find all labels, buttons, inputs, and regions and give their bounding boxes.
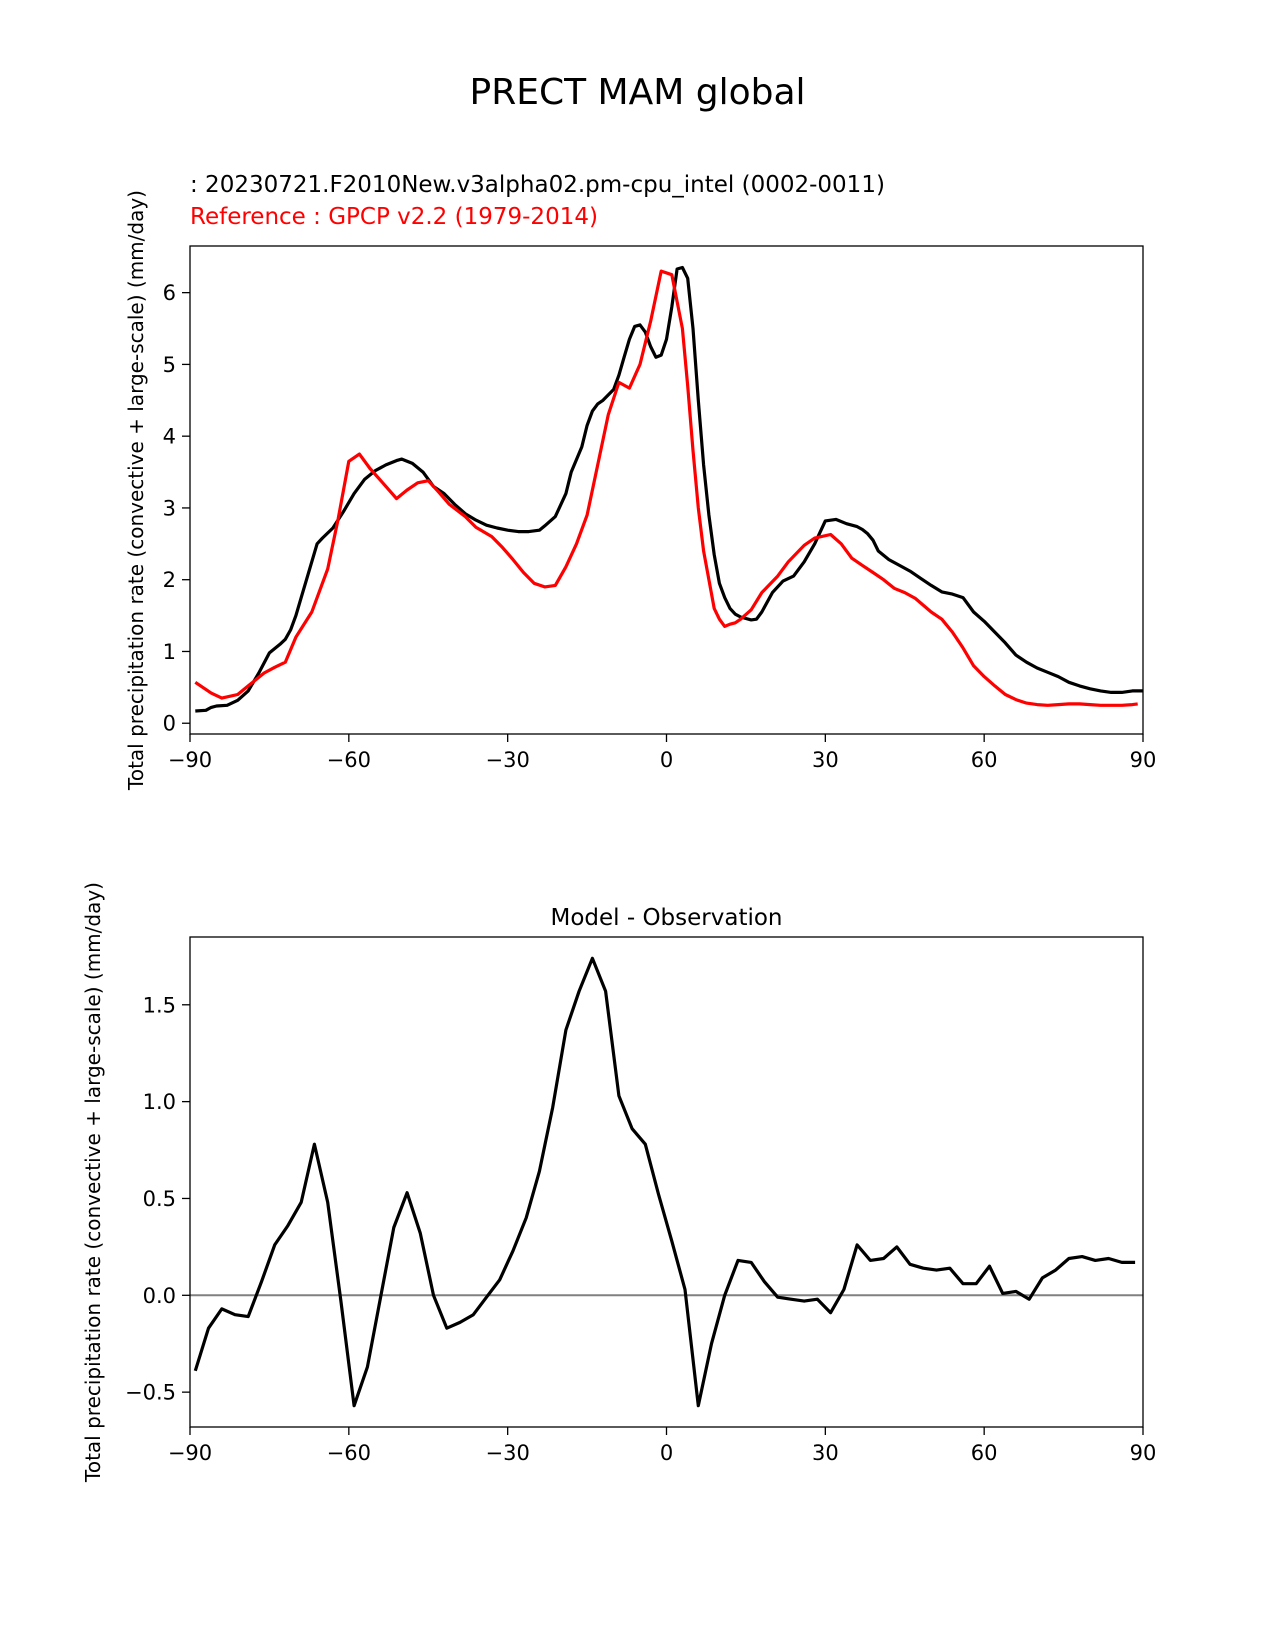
y-tick-label: 5 xyxy=(163,353,176,377)
test-case-label: : 20230721.F2010New.v3alpha02.pm-cpu_int… xyxy=(190,172,885,198)
reference-label: Reference : GPCP v2.2 (1979-2014) xyxy=(190,204,598,230)
x-tick-label: −60 xyxy=(327,748,371,772)
figure-title: PRECT MAM global xyxy=(469,72,806,113)
y-tick-label: 1.5 xyxy=(143,993,176,1017)
x-tick-label: 60 xyxy=(971,748,998,772)
x-tick-label: −90 xyxy=(168,1441,212,1465)
x-tick-label: 30 xyxy=(812,748,839,772)
y-tick-label: −0.5 xyxy=(125,1381,176,1405)
x-tick-label: 0 xyxy=(660,1441,673,1465)
x-tick-label: 0 xyxy=(660,748,673,772)
x-tick-label: 30 xyxy=(812,1441,839,1465)
y-tick-label: 3 xyxy=(163,496,176,520)
y-axis-label: Total precipitation rate (convective + l… xyxy=(124,190,148,791)
series-difference-line xyxy=(193,956,1136,1408)
x-tick-label: −90 xyxy=(168,748,212,772)
y-tick-label: 2 xyxy=(163,568,176,592)
plot-frame xyxy=(189,936,1144,1428)
y-tick-label: 4 xyxy=(163,425,176,449)
difference-panel: −90 −60 −30 0 30 60 90 −0.5 0.0 0.5 1.0 1.5 Total pr… xyxy=(81,882,1156,1483)
x-tick-label: 90 xyxy=(1130,1441,1157,1465)
y-tick-label: 6 xyxy=(163,281,176,305)
y-axis-label: Total precipitation rate (convective + l… xyxy=(81,882,105,1483)
y-tick-label: 1 xyxy=(163,640,176,664)
series-test-line xyxy=(195,265,1143,713)
x-tick-label: 60 xyxy=(971,1441,998,1465)
plot-frame xyxy=(189,245,1144,735)
y-tick-label: 0.5 xyxy=(143,1187,176,1211)
x-tick-label: −60 xyxy=(327,1441,371,1465)
y-tick-label: 0 xyxy=(163,712,176,736)
y-tick-label: 0.0 xyxy=(143,1284,176,1308)
series-reference-line xyxy=(194,269,1138,707)
panel-title: Model - Observation xyxy=(550,905,782,931)
y-tick-label: 1.0 xyxy=(143,1090,176,1114)
x-tick-label: −30 xyxy=(486,748,530,772)
x-tick-label: 90 xyxy=(1130,748,1157,772)
zonal-mean-panel: −90 −60 −30 0 30 60 90 0 1 2 3 4 5 6 Total precipitati… xyxy=(124,190,1156,791)
x-tick-label: −30 xyxy=(486,1441,530,1465)
